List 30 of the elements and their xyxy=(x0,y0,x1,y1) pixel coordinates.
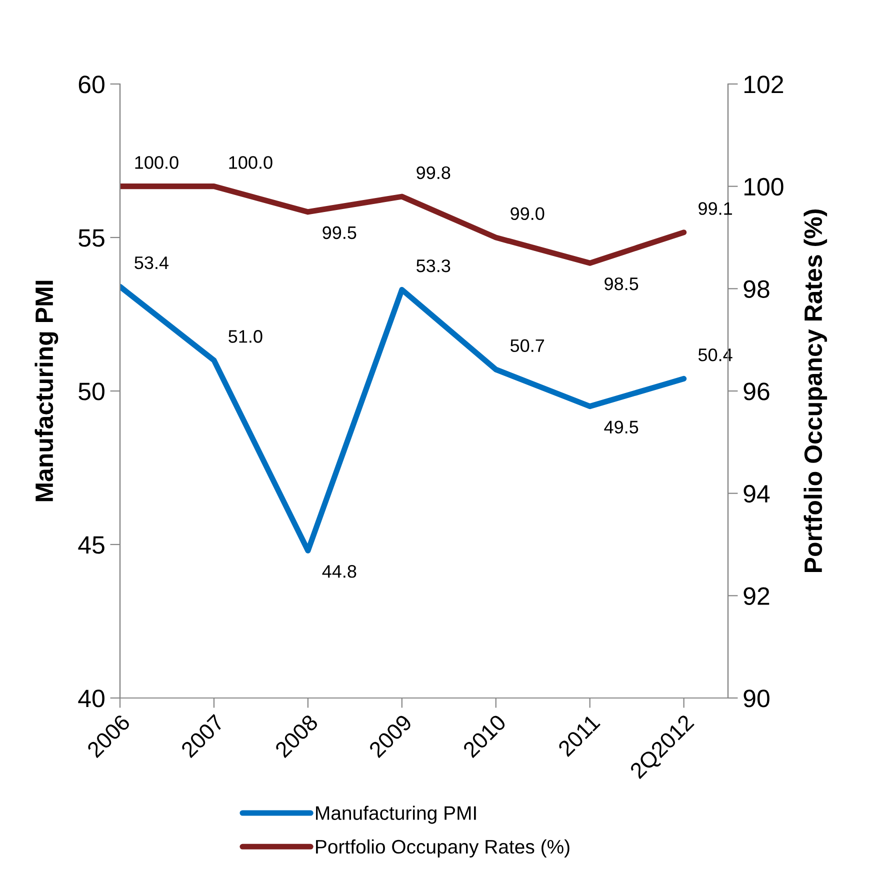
data-label: 50.4 xyxy=(698,348,732,362)
y-tick-label: 55 xyxy=(78,229,104,247)
y-tick-label: 40 xyxy=(78,690,104,708)
data-label: 53.4 xyxy=(134,256,168,270)
data-label: 99.5 xyxy=(322,226,356,240)
data-label: 100.0 xyxy=(229,156,272,169)
data-label: 99.8 xyxy=(416,166,450,180)
y2-tick-label: 100 xyxy=(744,178,784,196)
y2-tick-label: 94 xyxy=(744,484,770,503)
data-label: 50.7 xyxy=(510,339,544,352)
y-axis-title: Manufacturing PMI xyxy=(34,280,58,502)
y2-axis-title: Portfolio Occupancy Rates (%) xyxy=(804,210,828,572)
data-label: 100.0 xyxy=(135,156,178,169)
data-label: 99.0 xyxy=(510,207,544,220)
y2-tick-label: 98 xyxy=(744,280,770,298)
data-label: 51.0 xyxy=(228,330,262,343)
y2-tick-label: 102 xyxy=(744,76,784,94)
data-label: 44.8 xyxy=(322,565,356,578)
y-tick-label: 45 xyxy=(78,536,104,554)
y-tick-label: 50 xyxy=(78,382,104,400)
data-label: 49.5 xyxy=(604,420,638,434)
data-label: 53.3 xyxy=(416,259,450,272)
y2-tick-label: 90 xyxy=(744,690,770,708)
legend-label: Manufacturing PMI xyxy=(316,806,476,824)
data-label: 98.5 xyxy=(604,277,638,290)
y-tick-label: 60 xyxy=(78,76,104,94)
y2-tick-label: 92 xyxy=(744,587,770,605)
data-label: 99.1 xyxy=(698,202,732,215)
legend-label: Portfolio Occupany Rates (%) xyxy=(316,839,570,858)
y2-tick-label: 96 xyxy=(744,382,770,400)
